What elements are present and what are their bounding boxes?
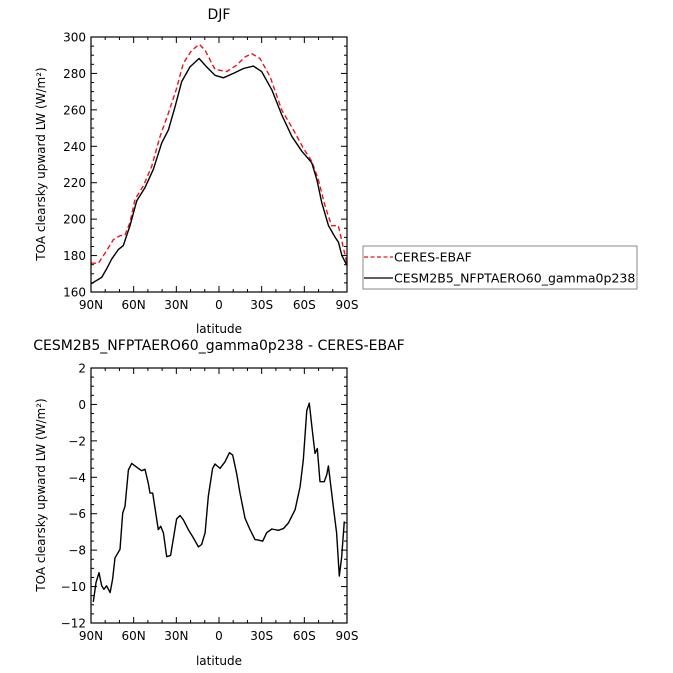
bottom-panel-difference: CESM2B5_NFPTAERO60_gamma0p238 - CERES-EB… <box>33 338 404 668</box>
top-y-tick-label: 260 <box>63 103 86 117</box>
top-x-axis-label: latitude <box>196 322 242 336</box>
top-y-tick-label: 180 <box>63 249 86 263</box>
top-y-tick-label: 160 <box>63 286 86 300</box>
bottom-x-tick-label: 90S <box>336 629 359 643</box>
bottom-y-tick-label: −8 <box>68 544 86 558</box>
bottom-x-tick-label: 90N <box>79 629 103 643</box>
bottom-y-tick-label: −12 <box>61 617 86 631</box>
top-x-tick-label: 30N <box>164 298 188 312</box>
bottom-x-tick-label: 30N <box>164 629 188 643</box>
legend-label-cesm: CESM2B5_NFPTAERO60_gamma0p238 <box>394 271 635 286</box>
top-panel-djf: DJF latitude TOA clearsky upward LW (W/m… <box>34 7 358 336</box>
bottom-x-tick-label: 30S <box>250 629 273 643</box>
bottom-x-tick-label: 60N <box>122 629 146 643</box>
top-chart-title: DJF <box>208 7 231 23</box>
top-series-ceres-ebaf <box>91 43 348 264</box>
bottom-y-axis-label: TOA clearsky upward LW (W/m²) <box>34 398 48 592</box>
bottom-y-tick-label: 0 <box>78 398 86 412</box>
bottom-series-difference <box>92 402 345 602</box>
top-y-tick-label: 240 <box>63 140 86 154</box>
bottom-x-axis-label: latitude <box>196 654 242 668</box>
legend-box <box>362 245 638 290</box>
top-y-tick-label: 220 <box>63 176 86 190</box>
bottom-y-tick-label: 2 <box>78 362 86 376</box>
top-plot-frame <box>90 36 348 293</box>
bottom-y-tick-label: −10 <box>61 580 86 594</box>
top-series-cesm2b5-nfptaero60-gamma0p238 <box>90 57 348 285</box>
top-y-tick-label: 200 <box>63 213 86 227</box>
bottom-y-tick-label: −2 <box>68 434 86 448</box>
top-x-tick-label: 60S <box>293 298 316 312</box>
top-x-tick-label: 0 <box>215 298 223 312</box>
top-x-tick-label: 30S <box>250 298 273 312</box>
legend: CERES-EBAF CESM2B5_NFPTAERO60_gamma0p238 <box>362 245 638 290</box>
bottom-chart-title: CESM2B5_NFPTAERO60_gamma0p238 - CERES-EB… <box>33 338 404 354</box>
top-x-tick-label: 60N <box>122 298 146 312</box>
top-y-tick-label: 300 <box>63 31 86 45</box>
bottom-y-tick-label: −6 <box>68 507 86 521</box>
bottom-x-tick-label: 60S <box>293 629 316 643</box>
top-y-tick-label: 280 <box>63 67 86 81</box>
top-x-tick-label: 90S <box>336 298 359 312</box>
top-y-axis-label: TOA clearsky upward LW (W/m²) <box>34 67 48 261</box>
legend-label-ceres: CERES-EBAF <box>394 250 472 265</box>
bottom-y-tick-label: −4 <box>68 471 86 485</box>
bottom-x-tick-label: 0 <box>215 629 223 643</box>
top-x-tick-label: 90N <box>79 298 103 312</box>
